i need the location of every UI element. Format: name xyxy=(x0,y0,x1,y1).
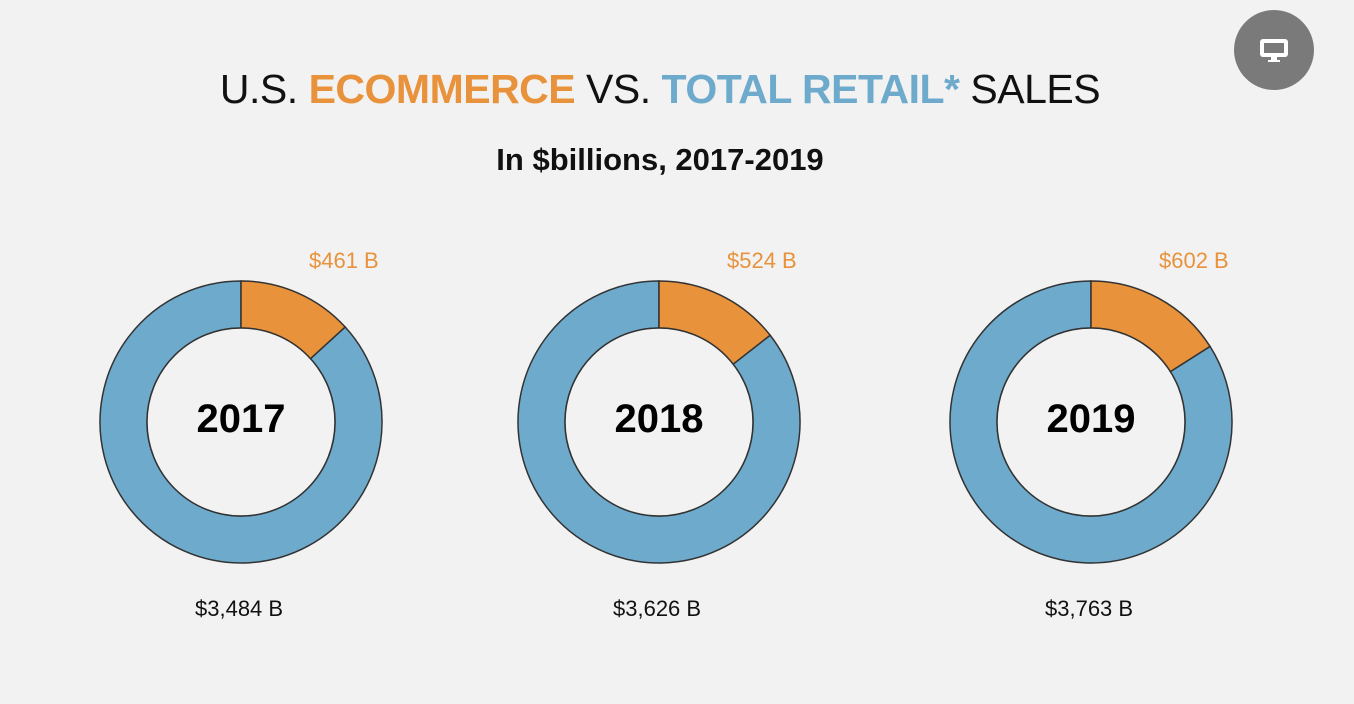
chart-title: U.S. ECOMMERCE VS. TOTAL RETAIL* SALES xyxy=(0,66,1320,113)
donut-chart-2018 xyxy=(517,280,801,564)
ecommerce-value-label: $461 B xyxy=(309,248,379,273)
total-retail-value-label: $3,626 B xyxy=(613,596,702,621)
year-label: 2019 xyxy=(1046,397,1136,441)
ecommerce-value-label: $602 B xyxy=(1159,248,1229,273)
donut-hole xyxy=(146,327,336,517)
title-suffix: SALES xyxy=(959,66,1101,112)
title-middle: VS. xyxy=(575,66,662,112)
year-label: 2017 xyxy=(196,397,286,441)
donut-hole xyxy=(996,327,1186,517)
title-ecommerce: ECOMMERCE xyxy=(308,66,576,112)
ecommerce-value-label: $524 B xyxy=(727,248,797,273)
year-label: 2018 xyxy=(614,397,704,441)
donut-hole xyxy=(564,327,754,517)
chart-subtitle: In $billions, 2017-2019 xyxy=(496,142,824,177)
title-prefix: U.S. xyxy=(219,66,309,112)
total-retail-value-label: $3,484 B xyxy=(195,596,284,621)
donut-chart-2019 xyxy=(949,280,1233,564)
total-retail-value-label: $3,763 B xyxy=(1045,596,1134,621)
title-total-retail: TOTAL RETAIL* xyxy=(661,66,960,112)
presentation-button[interactable] xyxy=(1234,10,1314,90)
donut-chart-2017 xyxy=(99,280,383,564)
monitor-icon xyxy=(1260,39,1288,62)
